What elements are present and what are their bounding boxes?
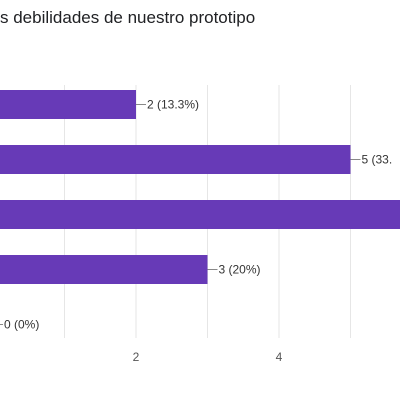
bar-labels: 2 (13.3%) 5 (33. 3 (20%) 0 (0%)	[0, 98, 392, 332]
bar	[0, 200, 400, 229]
bar	[0, 90, 136, 119]
x-tick-label: 4	[276, 350, 283, 364]
chart-title: s debilidades de nuestro prototipo	[0, 8, 256, 27]
x-tick-label: 2	[133, 350, 140, 364]
bar	[0, 145, 351, 174]
x-axis-ticks: 024	[133, 350, 283, 364]
bars	[0, 90, 400, 284]
bar-value-label: 5 (33.	[362, 153, 393, 167]
bar	[0, 255, 208, 284]
bar-value-label: 3 (20%)	[219, 263, 261, 277]
bar-value-label: 0 (0%)	[4, 318, 39, 332]
bar-value-label: 2 (13.3%)	[147, 98, 199, 112]
